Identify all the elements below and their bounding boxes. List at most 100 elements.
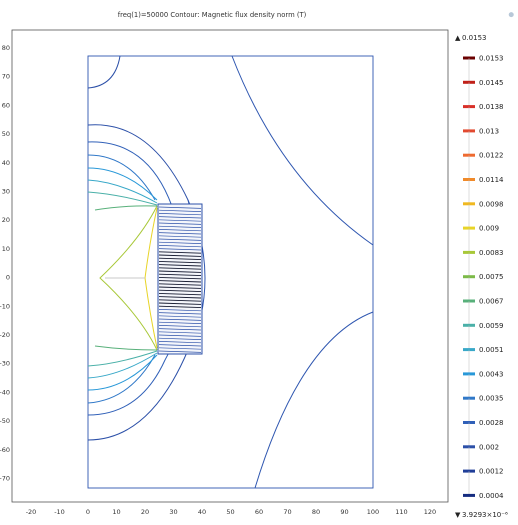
y-tick-label: -20: [0, 331, 10, 339]
coil-winding: [158, 350, 202, 353]
x-tick-label: 30: [169, 508, 177, 516]
coil-winding: [158, 257, 202, 261]
y-tick-label: 0: [6, 274, 10, 282]
legend-max-label: 0.0153: [462, 34, 487, 42]
coil-winding: [158, 331, 202, 334]
coil-winding: [158, 289, 202, 293]
coil-winding: [158, 251, 202, 254]
coil-winding: [158, 328, 202, 331]
legend-label: 0.0028: [479, 419, 504, 427]
coil-winding: [158, 206, 202, 209]
x-tick-label: 100: [367, 508, 379, 516]
y-tick-label: 20: [2, 216, 10, 224]
legend-label: 0.0138: [479, 103, 504, 111]
coil-winding: [158, 235, 202, 238]
outer-contours: [187, 55, 374, 489]
x-tick-label: 40: [198, 508, 206, 516]
coil-winding: [158, 283, 202, 286]
y-tick-label: 60: [2, 101, 10, 109]
y-tick-label: -60: [0, 446, 10, 454]
x-tick-label: 120: [424, 508, 436, 516]
x-tick-label: -20: [26, 508, 37, 516]
legend-label: 0.0122: [479, 152, 504, 160]
legend-swatch: [463, 493, 475, 497]
coil-winding: [158, 209, 202, 212]
x-tick-label: 90: [340, 508, 348, 516]
coil-winding: [158, 302, 202, 305]
legend-label: 0.0012: [479, 468, 504, 476]
plot-title: freq(1)=50000 Contour: Magnetic flux den…: [118, 11, 307, 19]
coil-region: [157, 203, 203, 355]
coil-winding: [158, 292, 202, 296]
y-tick-label: 40: [2, 159, 10, 167]
coil-winding: [158, 315, 202, 318]
x-tick-label: 0: [86, 508, 90, 516]
coil-winding: [158, 238, 202, 241]
legend-min-label: 3.9293×10⁻⁶: [462, 511, 508, 519]
y-tick-label: 80: [2, 44, 10, 52]
coil-winding: [158, 344, 202, 347]
coil-winding: [158, 260, 202, 264]
contour-lines: [87, 55, 200, 441]
coil-winding: [158, 341, 202, 344]
x-tick-label: -10: [54, 508, 65, 516]
coil-winding: [158, 264, 202, 267]
coil-winding: [158, 312, 202, 315]
x-tick-label: 20: [141, 508, 149, 516]
y-axis-ticks: 80 70 60 50 40 30 20 10 0 -10 -20 -30 -40 -50 -60 -70: [0, 44, 10, 483]
legend-label: 0.0153: [479, 55, 504, 63]
coil-winding: [158, 229, 202, 232]
svg-text:▲: ▲: [455, 34, 461, 42]
y-tick-label: -70: [0, 475, 10, 483]
y-tick-label: 10: [2, 245, 10, 253]
coil-winding: [158, 267, 202, 270]
legend-label: 0.0035: [479, 395, 504, 403]
coil-winding: [158, 241, 202, 244]
coil-winding: [158, 245, 202, 248]
coil-winding: [158, 216, 202, 219]
coil-winding: [158, 334, 202, 337]
coil-winding: [158, 321, 202, 324]
comsol-logo: ⬤: [508, 12, 514, 18]
coil-winding: [158, 270, 202, 273]
x-axis-ticks: -20 -10 0 10 20 30 40 50 60 70 80 90 100 110 120: [26, 508, 437, 516]
y-tick-label: -30: [0, 360, 10, 368]
coil-winding: [158, 225, 202, 228]
coil-winding: [158, 305, 202, 309]
y-tick-label: -10: [0, 302, 10, 310]
x-tick-label: 10: [112, 508, 120, 516]
legend-label: 0.0051: [479, 346, 504, 354]
legend-label: 0.0075: [479, 273, 504, 281]
x-tick-label: 80: [312, 508, 320, 516]
coil-winding: [158, 254, 202, 257]
legend-label: 0.0114: [479, 176, 504, 184]
legend-label: 0.002: [479, 443, 499, 451]
color-legend: 0.0153 0.0145 0.0138 0.013 0.0122 0.0114 0.009…: [463, 55, 504, 500]
legend-label: 0.0067: [479, 298, 504, 306]
coil-winding: [158, 309, 202, 312]
coil-winding: [158, 347, 202, 350]
legend-label: 0.0059: [479, 322, 504, 330]
legend-label: 0.0043: [479, 370, 504, 378]
coil-winding: [158, 276, 202, 280]
coil-winding: [158, 248, 202, 251]
coil-winding: [158, 299, 202, 302]
y-tick-label: -40: [0, 388, 10, 396]
coil-winding: [158, 337, 202, 340]
y-tick-label: 70: [2, 73, 10, 81]
x-tick-label: 60: [255, 508, 263, 516]
coil-winding: [158, 273, 202, 277]
coil-winding: [158, 213, 202, 216]
plot-frame: [11, 29, 449, 503]
legend-label: 0.0098: [479, 200, 504, 208]
coil-winding: [158, 318, 202, 321]
y-tick-label: 50: [2, 130, 10, 138]
legend-label: 0.0145: [479, 79, 504, 87]
x-tick-label: 70: [283, 508, 291, 516]
coil-winding: [158, 219, 202, 222]
x-tick-label: 50: [226, 508, 234, 516]
legend-label: 0.0004: [479, 492, 504, 500]
legend-label: 0.013: [479, 127, 499, 135]
y-tick-label: -50: [0, 417, 10, 425]
